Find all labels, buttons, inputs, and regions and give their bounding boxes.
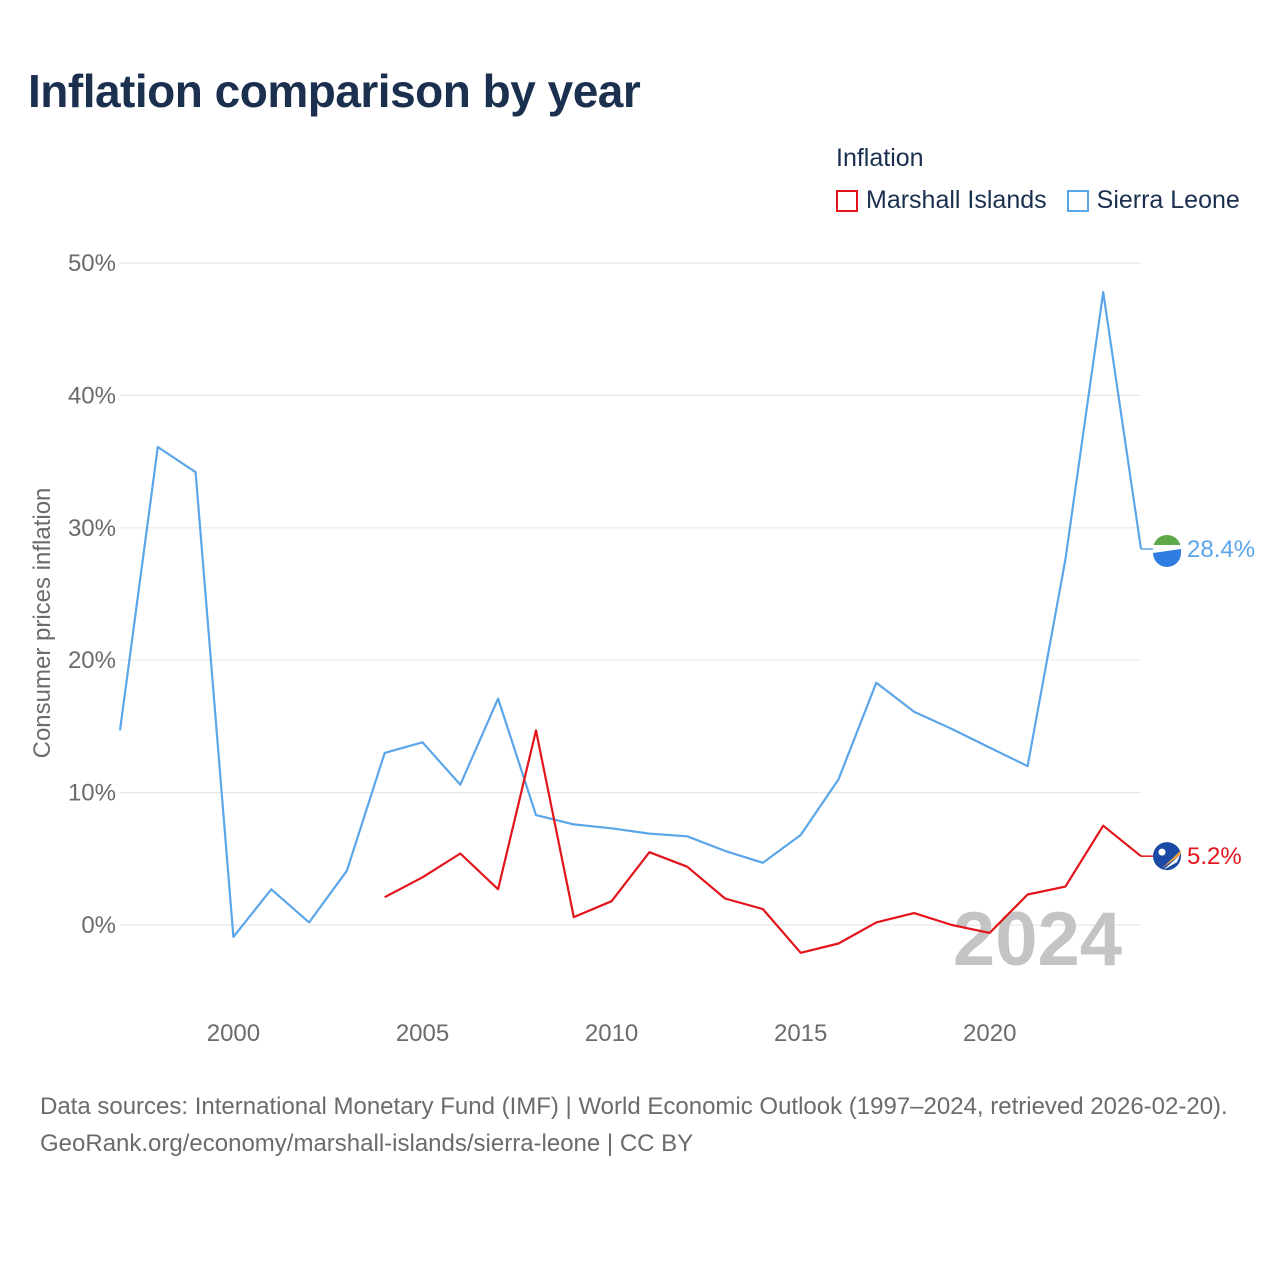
chart-title: Inflation comparison by year xyxy=(28,65,641,117)
x-tick-label: 2020 xyxy=(963,1020,1016,1047)
footer-credit[interactable]: GeoRank.org/economy/marshall-islands/sie… xyxy=(40,1130,694,1157)
y-tick-label: 20% xyxy=(68,647,116,674)
legend-swatch-marshall-islands xyxy=(836,189,858,212)
series-line-sierra-leone[interactable] xyxy=(118,291,1143,939)
axes: 0% 10% 20% 30% 40% 50% 2000 2005 2010 2015 2020 xyxy=(68,250,1016,1047)
end-label-sierra-leone: 28.4% xyxy=(1187,536,1255,563)
legend: Marshall Islands Sierra Leone xyxy=(836,186,1260,215)
y-tick-label: 40% xyxy=(68,382,116,409)
legend-swatch-sierra-leone xyxy=(1066,189,1089,212)
end-labels: 28.4% 5.2% xyxy=(1141,534,1255,871)
y-axis-label: Consumer prices inflation xyxy=(29,488,56,759)
footer: Data sources: International Monetary Fun… xyxy=(40,1088,1250,1162)
y-tick-label: 0% xyxy=(81,912,116,939)
x-tick-label: 2000 xyxy=(207,1020,260,1047)
end-label-marshall-islands: 5.2% xyxy=(1187,843,1242,870)
x-tick-label: 2005 xyxy=(396,1020,449,1047)
legend-label-sierra-leone: Sierra Leone xyxy=(1096,186,1240,214)
y-tick-label: 10% xyxy=(68,780,116,807)
x-tick-label: 2015 xyxy=(774,1020,827,1047)
sierra-leone-flag-icon xyxy=(1153,534,1181,567)
marshall-islands-flag-icon xyxy=(1153,842,1181,871)
legend-item-marshall-islands[interactable]: Marshall Islands xyxy=(836,186,1047,215)
line-chart: 0% 10% 20% 30% 40% 50% 2000 2005 2010 2015 2020 20… xyxy=(29,250,1255,1047)
x-tick-label: 2010 xyxy=(585,1020,638,1047)
legend-label-marshall-islands: Marshall Islands xyxy=(866,186,1047,214)
y-tick-label: 50% xyxy=(68,250,116,277)
series xyxy=(118,291,1143,954)
footer-sources: Data sources: International Monetary Fun… xyxy=(40,1093,1228,1120)
series-line-marshall-islands[interactable] xyxy=(384,729,1142,954)
gridlines xyxy=(120,262,1141,926)
y-tick-label: 30% xyxy=(68,515,116,542)
legend-title: Inflation xyxy=(836,144,924,172)
year-watermark: 2024 xyxy=(953,897,1122,982)
legend-item-sierra-leone[interactable]: Sierra Leone xyxy=(1066,186,1240,215)
